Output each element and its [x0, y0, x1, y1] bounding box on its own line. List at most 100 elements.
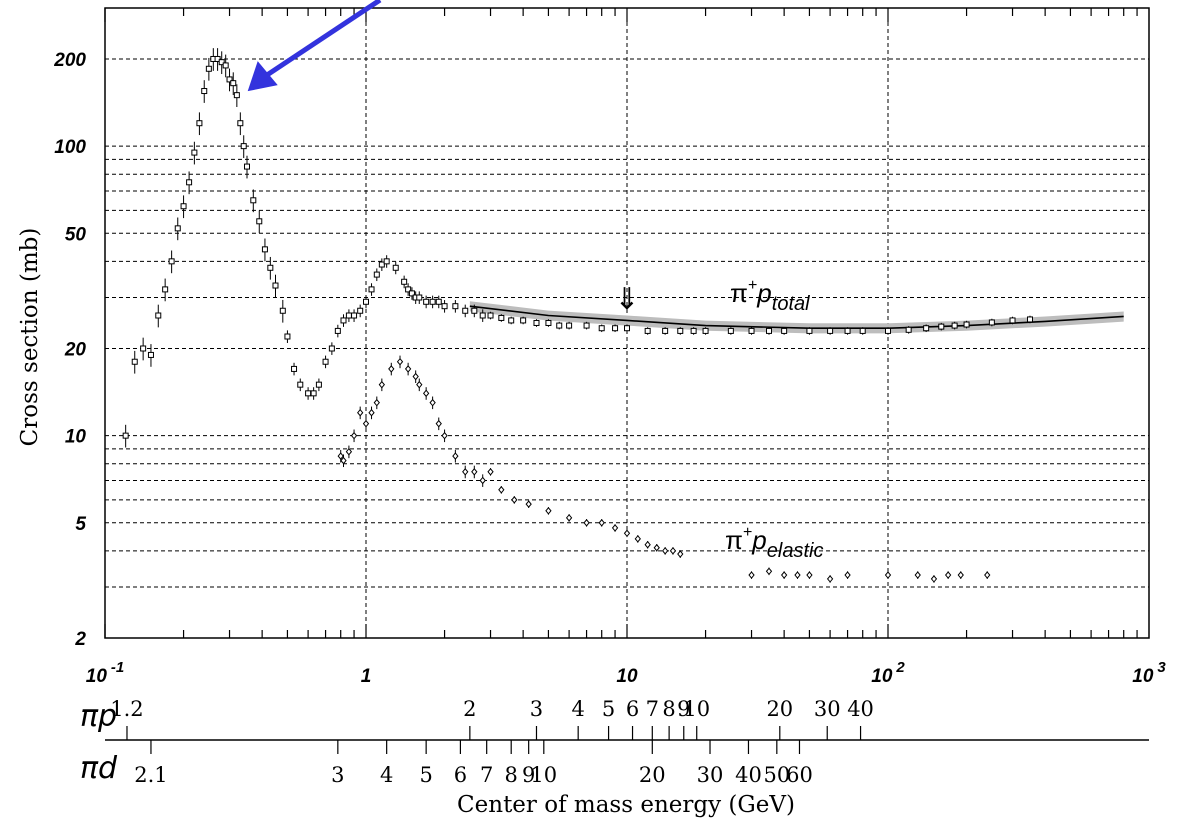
data-point	[766, 327, 773, 334]
data-point	[611, 524, 619, 532]
data-point	[422, 389, 430, 398]
data-point	[487, 468, 494, 476]
data-point	[598, 325, 605, 332]
data-point	[780, 571, 788, 579]
secondary-tick-label: 5	[602, 697, 615, 721]
data-point	[624, 325, 630, 332]
data-point	[914, 571, 921, 579]
secondary-tick-label: 9	[522, 763, 535, 787]
data-point	[191, 149, 198, 156]
x-tick-label: 1	[361, 666, 372, 687]
series-label-total: π+ptotal	[730, 277, 810, 315]
data-point	[378, 380, 385, 389]
secondary-tick-label: 5	[419, 763, 432, 787]
data-point	[525, 500, 532, 508]
data-point	[441, 303, 448, 310]
y-tick-label: 200	[53, 50, 86, 71]
data-point	[781, 327, 788, 334]
data-point	[429, 398, 436, 407]
data-point	[634, 535, 641, 543]
data-point	[291, 365, 298, 372]
secondary-tick-label: 50	[763, 763, 790, 787]
data-point	[186, 179, 193, 186]
data-point	[556, 322, 563, 329]
data-point	[334, 327, 341, 334]
data-point	[748, 571, 755, 579]
secondary-tick-label: 2.1	[134, 763, 167, 787]
data-point	[315, 381, 322, 388]
down-arrow-marker: ⇓	[614, 282, 639, 317]
data-point	[984, 571, 991, 579]
data-point	[378, 261, 385, 268]
x-tick-label: 10	[616, 666, 638, 687]
data-point	[345, 447, 353, 456]
data-point	[479, 312, 486, 319]
data-point	[859, 327, 866, 334]
data-point	[462, 468, 469, 476]
data-point	[240, 143, 247, 150]
secondary-tick-label: 3	[530, 697, 543, 721]
secondary-tick-label: 10	[530, 763, 557, 787]
data-point	[392, 264, 399, 271]
data-point	[368, 408, 375, 417]
secondary-tick-label: 9	[677, 697, 690, 721]
data-point	[963, 321, 970, 328]
data-point	[147, 351, 154, 358]
data-point	[408, 290, 415, 297]
secondary-tick-label: 60	[786, 763, 813, 787]
secondary-tick-label: 6	[626, 697, 639, 721]
data-point	[435, 419, 442, 428]
data-point	[237, 120, 244, 127]
secondary-tick-label: 20	[639, 763, 666, 787]
data-point	[351, 312, 358, 319]
data-point	[545, 507, 552, 515]
data-point	[662, 327, 669, 334]
data-point	[383, 258, 390, 265]
data-point	[218, 59, 225, 66]
data-point	[322, 358, 329, 365]
data-point	[441, 431, 448, 440]
data-point	[923, 325, 930, 332]
data-point	[140, 345, 147, 352]
data-point	[337, 452, 344, 460]
data-point	[806, 327, 813, 334]
data-point	[267, 264, 274, 271]
data-point	[340, 456, 347, 465]
secondary-tick-label: 20	[766, 697, 793, 721]
data-point	[405, 286, 412, 293]
secondary-tick-label: 6	[454, 763, 467, 787]
data-point	[310, 390, 317, 397]
x-tick-label: 10 3	[1132, 659, 1166, 687]
data-point	[388, 365, 395, 373]
y-tick-label: 20	[64, 339, 87, 360]
data-point	[122, 432, 129, 439]
y-tick-labels: 2 5 10 20 50 100 200	[53, 50, 86, 650]
data-point	[565, 514, 573, 522]
data-point	[416, 380, 423, 389]
data-point	[951, 322, 958, 329]
data-point	[362, 419, 370, 428]
x-axis-title: Center of mass energy (GeV)	[457, 792, 795, 818]
data-point	[131, 358, 138, 365]
data-point	[404, 365, 412, 373]
data-point	[508, 317, 515, 324]
data-point	[702, 327, 709, 334]
data-point	[677, 327, 684, 334]
data-point	[545, 319, 552, 326]
secondary-tick-label: 4	[380, 763, 393, 787]
data-point	[233, 92, 240, 99]
secondary-tick-label: 40	[735, 763, 762, 787]
secondary-tick-label: 1.2	[110, 697, 143, 721]
data-point	[284, 333, 291, 340]
data-point	[1009, 317, 1016, 324]
data-point	[1027, 316, 1034, 323]
data-point	[957, 571, 964, 579]
data-point	[479, 476, 486, 485]
blue-arrow-shaft	[262, 0, 382, 80]
data-point	[155, 312, 162, 319]
x-tick-label: 10 2	[871, 659, 905, 687]
blue-arrow-head	[247, 61, 278, 92]
x-tick-labels: 10 -1 1 10 10 2 10 3	[86, 659, 1167, 687]
data-point	[345, 312, 352, 319]
data-point	[690, 327, 697, 334]
